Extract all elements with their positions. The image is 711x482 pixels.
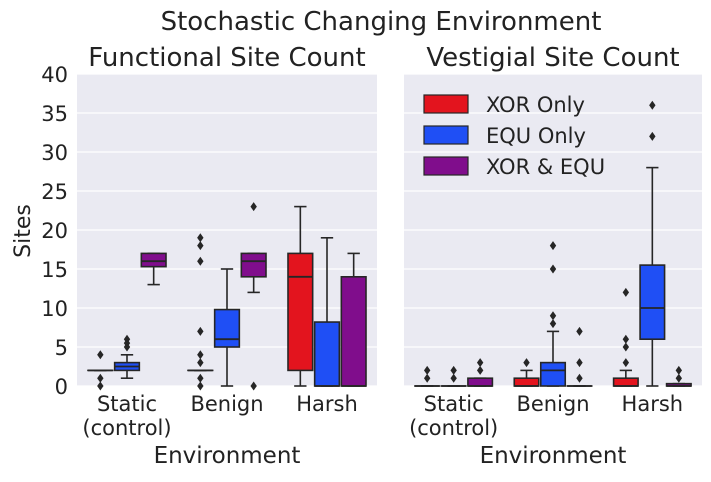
- chart-panel-1: 0 5 10 15 20 25 30 35 40 Functional Site Count Sta…: [41, 43, 377, 469]
- legend-label: EQU Only: [486, 124, 586, 148]
- y-tick-label: 30: [41, 141, 68, 165]
- box-body: [468, 378, 492, 386]
- box-body: [288, 253, 313, 370]
- x-axis-label: Environment: [480, 443, 627, 469]
- x-axis-label: Environment: [154, 443, 301, 469]
- box-body: [215, 310, 240, 347]
- box-body: [315, 322, 340, 386]
- y-tick-label: 35: [41, 102, 68, 126]
- chart-title: Functional Site Count: [88, 43, 365, 73]
- box-body: [640, 265, 664, 339]
- box-body: [241, 253, 266, 276]
- legend-swatch: [424, 95, 468, 113]
- legend-swatch: [424, 157, 468, 175]
- legend-swatch: [424, 126, 468, 144]
- x-tick-label: Benign: [190, 392, 263, 416]
- y-tick-label: 10: [41, 297, 68, 321]
- x-tick-label: Harsh: [296, 392, 358, 416]
- y-tick-label: 5: [55, 336, 68, 360]
- legend: XOR Only EQU Only XOR & EQU: [424, 93, 605, 179]
- x-tick-label: Static(control): [409, 392, 498, 440]
- figure-title: Stochastic Changing Environment: [161, 7, 602, 37]
- box-body: [614, 378, 638, 386]
- y-tick-label: 15: [41, 258, 68, 282]
- y-tick-label: 0: [55, 375, 68, 399]
- legend-label: XOR & EQU: [486, 155, 605, 179]
- box-body: [341, 277, 366, 386]
- box-body: [514, 378, 538, 386]
- y-tick-label: 20: [41, 219, 68, 243]
- legend-label: XOR Only: [486, 93, 585, 117]
- chart-title: Vestigial Site Count: [426, 43, 679, 73]
- x-tick-label: Harsh: [622, 392, 684, 416]
- x-tick-label: Benign: [516, 392, 589, 416]
- x-tick-label: Static(control): [82, 392, 171, 440]
- y-tick-label: 25: [41, 180, 68, 204]
- box-body: [541, 363, 565, 386]
- box-body: [141, 253, 166, 266]
- y-tick-label: 40: [41, 63, 68, 87]
- y-axis-label: Sites: [11, 204, 36, 258]
- panels: 0 5 10 15 20 25 30 35 40 Functional Site Count Sta…: [41, 43, 702, 469]
